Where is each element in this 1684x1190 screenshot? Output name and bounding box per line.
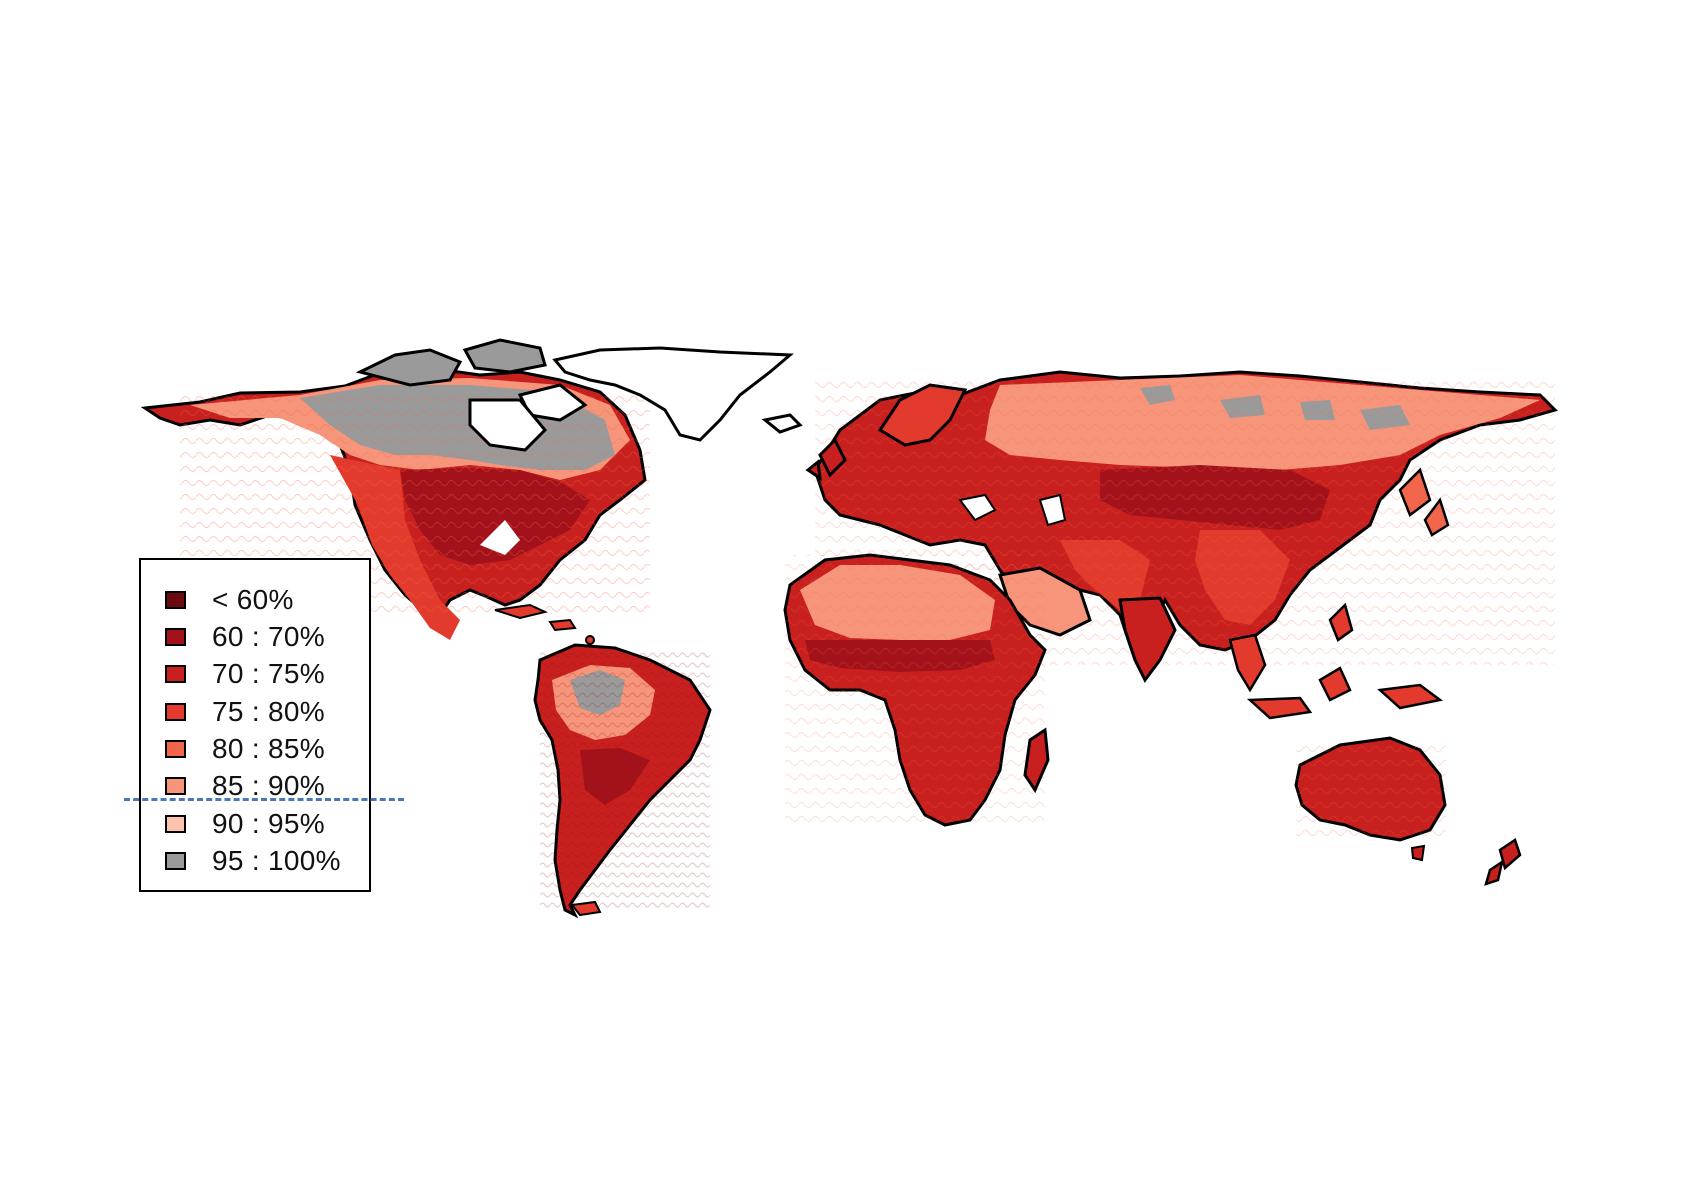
caribbean-islands xyxy=(494,603,604,659)
legend-label: 75 : 80% xyxy=(212,696,325,727)
southeast-asia xyxy=(1228,467,1450,720)
legend-item: < 60% xyxy=(165,582,294,618)
tasmania xyxy=(1410,844,1426,862)
legend-swatch xyxy=(165,740,186,758)
scandinavia-uk xyxy=(805,383,968,482)
legend-label: 85 : 90% xyxy=(212,770,325,801)
legend-item: 95 : 100% xyxy=(165,843,341,879)
arctic-archipelago xyxy=(355,338,588,452)
legend-swatch xyxy=(165,591,186,609)
legend-item: 80 : 85% xyxy=(165,731,325,767)
new-zealand-south xyxy=(1484,859,1504,886)
legend-label: 80 : 85% xyxy=(212,733,325,764)
legend-item: 60 : 70% xyxy=(165,619,325,655)
iceland xyxy=(761,413,803,434)
legend-label: < 60% xyxy=(212,584,294,615)
india xyxy=(1118,596,1177,683)
legend-item: 85 : 90% xyxy=(165,768,325,804)
legend-label: 95 : 100% xyxy=(212,845,341,876)
legend-item: 70 : 75% xyxy=(165,656,325,692)
new-zealand xyxy=(1498,838,1522,871)
dashed-marker-line xyxy=(124,798,404,801)
tierra-del-fuego xyxy=(570,900,602,917)
legend-item: 75 : 80% xyxy=(165,694,325,730)
legend-swatch xyxy=(165,703,186,721)
legend-label: 70 : 75% xyxy=(212,658,325,689)
legend-swatch xyxy=(165,777,186,795)
australia xyxy=(1294,736,1447,842)
legend-swatch xyxy=(165,852,186,870)
legend-label: 90 : 95% xyxy=(212,808,325,839)
south-america xyxy=(533,643,712,919)
africa xyxy=(783,553,1047,827)
legend-swatch xyxy=(165,815,186,833)
legend-item: 90 : 95% xyxy=(165,806,325,842)
madagascar xyxy=(1023,727,1050,794)
legend-swatch xyxy=(165,628,186,646)
legend-swatch xyxy=(165,665,186,683)
legend: < 60% 60 : 70% 70 : 75% 75 : 80% 80 : 85% 85 … xyxy=(139,558,371,892)
legend-label: 60 : 70% xyxy=(212,621,325,652)
greenland xyxy=(552,346,794,442)
